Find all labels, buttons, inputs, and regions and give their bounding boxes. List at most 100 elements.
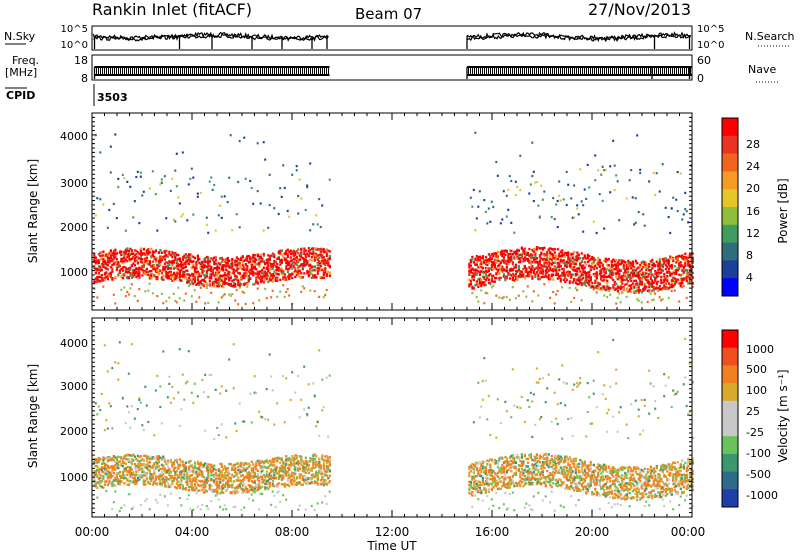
echo-cell [126,180,129,183]
echo-cell [103,272,106,275]
echo-cell [96,267,99,271]
echo-cell [142,479,145,483]
echo-cell [222,263,225,267]
nsky-tick-top: 10^5 [61,24,88,35]
echo-cell [207,262,210,265]
echo-cell [187,262,190,266]
echo-cell [213,256,216,259]
echo-cell [148,461,151,464]
echo-cell [153,434,156,437]
echo-cell [511,263,514,266]
echo-cell [135,473,138,477]
echo-cell [211,282,214,285]
echo-cell [316,262,319,266]
echo-cell [228,271,231,274]
echo-cell [237,278,240,281]
echo-cell [652,298,655,301]
echo-cell [139,171,142,174]
echo-cell [601,267,604,271]
echo-cell [675,198,678,201]
echo-cell [96,197,99,200]
echo-cell [595,284,598,288]
echo-cell [271,280,274,283]
echo-cell [576,289,579,292]
echo-cell [190,280,193,283]
echo-cell [124,295,127,298]
echo-cell [159,475,162,479]
echo-cell [237,261,240,265]
echo-cell [160,181,163,184]
echo-cell [192,263,195,267]
echo-cell [645,266,648,269]
echo-cell [589,277,592,281]
echo-cell [297,266,300,269]
echo-cell [549,247,552,250]
echo-cell [681,280,684,283]
echo-cell [111,458,114,462]
echo-cell [480,281,483,284]
echo-cell [286,209,289,212]
echo-cell [553,257,556,260]
echo-cell [205,273,208,277]
echo-cell [573,258,576,261]
echo-cell [118,477,121,481]
echo-cell [159,482,162,485]
echo-cell [157,475,160,478]
echo-cell [94,214,97,217]
echo-cell [519,275,522,279]
echo-cell [222,269,225,272]
echo-cell [103,262,106,266]
echo-cell [661,269,664,272]
echo-cell [304,253,307,257]
echo-cell [316,266,319,270]
echo-cell [550,269,553,272]
echo-cell [636,272,639,275]
echo-cell [598,282,601,286]
echo-cell [177,263,180,266]
echo-cell [208,484,211,487]
echo-cell [165,477,168,480]
echo-cell [637,288,640,292]
echo-cell [625,282,628,286]
echo-cell [102,254,105,257]
echo-cell [114,479,117,482]
echo-cell [544,269,547,272]
echo-cell [471,287,474,290]
echo-cell [187,468,190,471]
echo-cell [210,265,213,269]
echo-cell [223,279,226,282]
echo-cell [685,256,688,259]
echo-cell [153,251,156,254]
echo-cell [220,296,223,299]
echo-cell [534,261,537,264]
echo-cell [303,247,306,250]
echo-cell [654,193,657,197]
echo-cell [94,134,97,137]
echo-cell [492,267,495,271]
echo-cell [543,275,546,278]
echo-cell [493,252,496,255]
echo-cell [565,203,568,207]
echo-cell [157,262,160,265]
echo-cell [204,485,207,488]
echo-cell [288,277,291,281]
echo-cell [178,486,181,489]
echo-cell [135,275,138,279]
echo-cell [106,370,109,373]
echo-cell [586,275,589,278]
echo-cell [627,280,630,283]
echo-cell [136,470,139,473]
echo-cell [150,466,153,469]
echo-cell [285,261,288,265]
echo-cell [271,267,274,270]
echo-cell [309,272,312,275]
echo-cell [579,257,582,260]
echo-cell [219,275,222,279]
echo-cell [586,256,589,260]
echo-cell [126,290,129,293]
echo-cell [139,258,142,261]
echo-cell [307,247,310,250]
echo-cell [132,256,135,259]
echo-cell [610,260,613,263]
echo-cell [198,471,201,474]
